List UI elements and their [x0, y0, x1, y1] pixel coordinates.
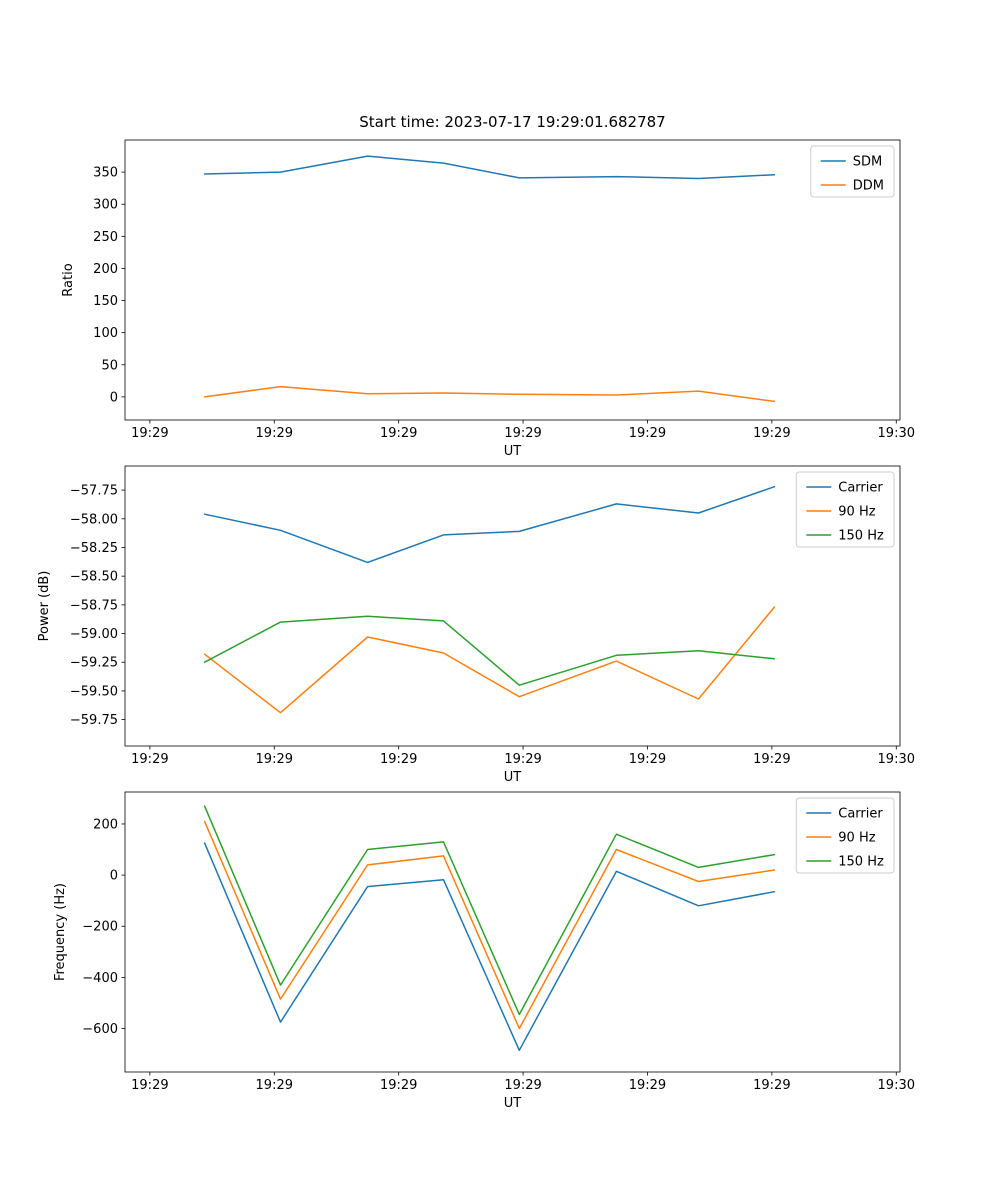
x-tick-label: 19:29 [131, 752, 168, 767]
chart-axes-2: 19:29 19:29 19:29 19:29 19:29 19:29 19:30 −600 −… [53, 791, 915, 1111]
x-tick-label: 19:29 [380, 1078, 417, 1093]
figure-title: Start time: 2023-07-17 19:29:01.682787 [359, 113, 666, 131]
x-axis-label: UT [504, 770, 522, 785]
x-axis-label: UT [504, 444, 522, 459]
series-line-90-hz [203, 820, 776, 1030]
y-tick-label: 350 [93, 166, 118, 181]
chart-axes-1: 19:29 19:29 19:29 19:29 19:29 19:29 19:30 −59.7… [37, 465, 915, 785]
x-tick-label: 19:30 [878, 426, 915, 441]
y-tick-label: 250 [93, 230, 118, 245]
legend-label: 150 Hz [838, 855, 884, 870]
series-line-150-hz [203, 615, 776, 686]
legend: SDM DDM [810, 145, 895, 198]
y-tick-label: −59.75 [70, 713, 118, 728]
chart-axes-0: 19:29 19:29 19:29 19:29 19:29 19:29 19:30 0 50 10… [61, 139, 915, 459]
y-tick-label: 200 [93, 262, 118, 277]
x-tick-label: 19:29 [131, 1078, 168, 1093]
y-tick-label: −57.75 [70, 484, 118, 499]
y-tick-label: −600 [82, 1022, 118, 1037]
y-axis-label: Power (dB) [37, 571, 52, 642]
legend-label: Carrier [838, 807, 883, 822]
x-tick-label: 19:30 [878, 752, 915, 767]
x-tick-label: 19:30 [878, 1078, 915, 1093]
x-tick-label: 19:29 [380, 752, 417, 767]
legend-label: 150 Hz [838, 529, 884, 544]
y-tick-label: −59.50 [70, 684, 118, 699]
plot-border [124, 791, 901, 1073]
x-tick-label: 19:29 [504, 752, 541, 767]
y-axis-label: Ratio [61, 263, 76, 296]
y-tick-label: −59.00 [70, 627, 118, 642]
y-tick-label: 0 [110, 390, 118, 405]
legend-box [795, 471, 895, 548]
legend-label: 90 Hz [838, 831, 875, 846]
legend-label: 90 Hz [838, 505, 875, 520]
y-tick-label: 0 [110, 869, 118, 884]
legend: Carrier 90 Hz 150 Hz [795, 797, 895, 874]
y-tick-label: −58.50 [70, 570, 118, 585]
y-tick-label: 50 [101, 358, 118, 373]
y-tick-label: −200 [82, 920, 118, 935]
y-tick-label: −400 [82, 971, 118, 986]
x-tick-label: 19:29 [504, 426, 541, 441]
x-tick-label: 19:29 [380, 426, 417, 441]
y-tick-label: 100 [93, 326, 118, 341]
x-tick-label: 19:29 [753, 426, 790, 441]
x-axis-label: UT [504, 1096, 522, 1111]
y-tick-label: 200 [93, 817, 118, 832]
plot-border [124, 465, 901, 747]
series-line-carrier [203, 485, 776, 564]
plot-border [124, 139, 901, 421]
x-tick-label: 19:29 [753, 752, 790, 767]
y-tick-label: −58.75 [70, 598, 118, 613]
y-tick-label: 300 [93, 198, 118, 213]
legend-label: Carrier [838, 481, 883, 496]
x-tick-label: 19:29 [256, 1078, 293, 1093]
series-line-150-hz [203, 805, 776, 1016]
x-tick-label: 19:29 [629, 426, 666, 441]
series-line-sdm [203, 155, 776, 180]
x-tick-label: 19:29 [131, 426, 168, 441]
legend-label: SDM [853, 155, 882, 170]
series-line-carrier [203, 842, 776, 1052]
x-tick-label: 19:29 [256, 426, 293, 441]
series-line-90-hz [203, 606, 776, 714]
x-tick-label: 19:29 [629, 752, 666, 767]
y-tick-label: −58.25 [70, 541, 118, 556]
x-tick-label: 19:29 [256, 752, 293, 767]
y-tick-label: 150 [93, 294, 118, 309]
y-tick-label: −58.00 [70, 512, 118, 527]
legend: Carrier 90 Hz 150 Hz [795, 471, 895, 548]
x-tick-label: 19:29 [629, 1078, 666, 1093]
x-tick-label: 19:29 [504, 1078, 541, 1093]
y-tick-label: −59.25 [70, 656, 118, 671]
series-line-ddm [203, 385, 776, 403]
y-axis-label: Frequency (Hz) [53, 883, 68, 981]
x-tick-label: 19:29 [753, 1078, 790, 1093]
legend-label: DDM [853, 179, 884, 194]
legend-box [795, 797, 895, 874]
